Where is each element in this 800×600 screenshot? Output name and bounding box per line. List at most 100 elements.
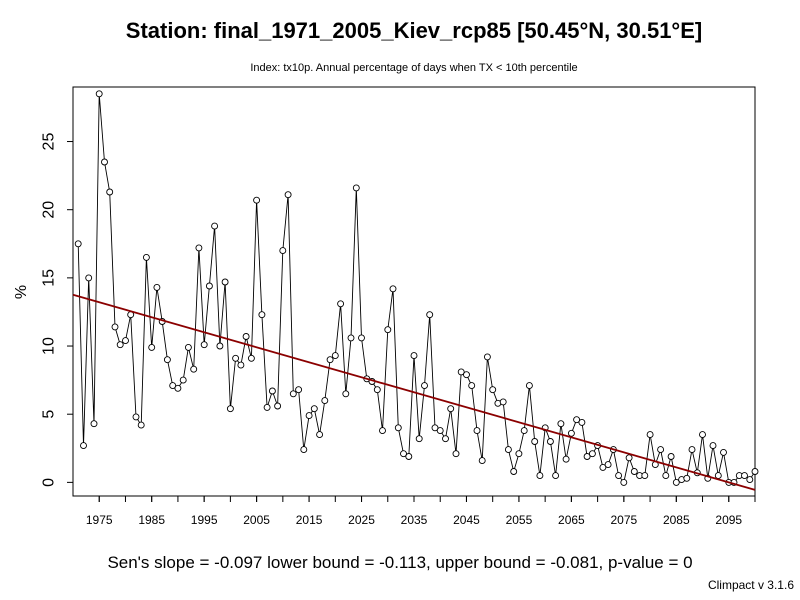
data-point <box>321 397 329 405</box>
data-point <box>289 390 297 398</box>
data-point <box>714 472 722 480</box>
data-point <box>463 371 470 379</box>
data-point <box>515 450 523 458</box>
x-tick-label: 2035 <box>401 513 428 527</box>
data-point <box>630 468 638 475</box>
data-point <box>132 413 140 421</box>
data-point <box>599 463 607 471</box>
x-tick-label: 2025 <box>348 513 375 527</box>
data-point <box>326 356 334 364</box>
data-point <box>421 382 428 390</box>
data-point <box>426 311 434 319</box>
data-point <box>699 431 706 439</box>
data-point <box>562 455 570 463</box>
data-point <box>400 450 407 458</box>
x-tick-label: 1985 <box>138 513 165 527</box>
data-point <box>720 448 727 456</box>
data-point <box>373 386 381 394</box>
data-point <box>137 421 145 429</box>
data-point <box>536 472 544 480</box>
data-point <box>394 424 402 432</box>
data-point <box>305 412 313 420</box>
data-point <box>205 282 213 290</box>
data-point <box>646 431 654 439</box>
x-tick-label: 2045 <box>453 513 480 527</box>
data-point <box>431 424 439 432</box>
data-point <box>384 326 392 334</box>
data-point <box>190 365 198 373</box>
data-point <box>442 435 449 443</box>
x-axis: 1975 1985 1995 2005 2015 2025 2035 2045 2055 2065… <box>86 496 756 527</box>
data-point <box>174 384 182 392</box>
x-tick-label: 1995 <box>191 513 218 527</box>
data-point <box>557 420 565 428</box>
data-point <box>615 472 623 480</box>
data-point <box>662 472 670 480</box>
data-point <box>184 343 192 351</box>
data-point <box>504 446 512 454</box>
data-point <box>525 382 533 390</box>
data-point <box>667 453 675 460</box>
data-point <box>211 222 219 230</box>
data-point <box>625 454 633 462</box>
y-tick-label: 10 <box>41 337 58 355</box>
stats-text: Sen's slope = -0.097 lower bound = -0.11… <box>107 553 692 572</box>
data-point <box>415 435 423 443</box>
trend-group <box>72 293 756 491</box>
data-point <box>478 457 486 465</box>
data-point <box>116 341 124 349</box>
y-axis-label: % <box>13 285 30 299</box>
credit-text: Climpact v 3.1.6 <box>708 578 794 592</box>
data-point <box>300 446 308 454</box>
data-point <box>337 300 345 308</box>
data-point <box>741 472 748 480</box>
data-point <box>232 354 240 362</box>
x-tick-label: 2055 <box>506 513 533 527</box>
y-tick-label: 20 <box>41 201 58 219</box>
data-point <box>573 416 581 424</box>
x-tick-label: 2065 <box>558 513 585 527</box>
data-point <box>620 478 628 486</box>
data-point <box>310 405 318 413</box>
data-point <box>331 352 339 360</box>
data-point <box>74 240 82 248</box>
data-point <box>284 191 292 199</box>
data-point <box>95 90 103 98</box>
y-tick-label: 0 <box>41 478 58 487</box>
data-point <box>683 474 691 482</box>
data-point <box>389 285 397 293</box>
data-point <box>153 283 161 291</box>
data-point <box>358 334 365 342</box>
y-tick-label: 5 <box>41 410 58 419</box>
chart-subtitle: Index: tx10p. Annual percentage of days … <box>250 62 577 74</box>
data-point <box>688 446 696 454</box>
data-point <box>247 354 255 362</box>
data-point <box>163 356 171 364</box>
data-point <box>583 453 591 460</box>
x-tick-label: 2005 <box>243 513 270 527</box>
data-point <box>672 478 680 486</box>
data-point <box>263 403 271 411</box>
data-point <box>379 427 386 435</box>
x-tick-label: 2075 <box>610 513 637 527</box>
data-point <box>274 402 282 410</box>
x-tick-label: 2015 <box>296 513 323 527</box>
data-point <box>567 429 575 437</box>
data-point <box>520 427 528 435</box>
y-axis: 0 5 10 15 20 25 <box>41 133 73 487</box>
data-point <box>179 376 187 384</box>
data-point <box>342 390 350 398</box>
data-point <box>279 247 287 255</box>
data-point <box>483 353 491 361</box>
data-point <box>347 334 355 342</box>
data-point <box>499 398 507 406</box>
data-point <box>200 341 208 349</box>
chart-title: Station: final_1971_2005_Kiev_rcp85 [50.… <box>126 18 702 43</box>
data-point <box>709 442 717 450</box>
y-tick-label: 15 <box>41 269 58 287</box>
data-point <box>101 158 108 166</box>
data-point <box>122 337 129 345</box>
data-point <box>316 431 324 439</box>
x-tick-label: 2085 <box>663 513 690 527</box>
data-point <box>751 468 759 475</box>
